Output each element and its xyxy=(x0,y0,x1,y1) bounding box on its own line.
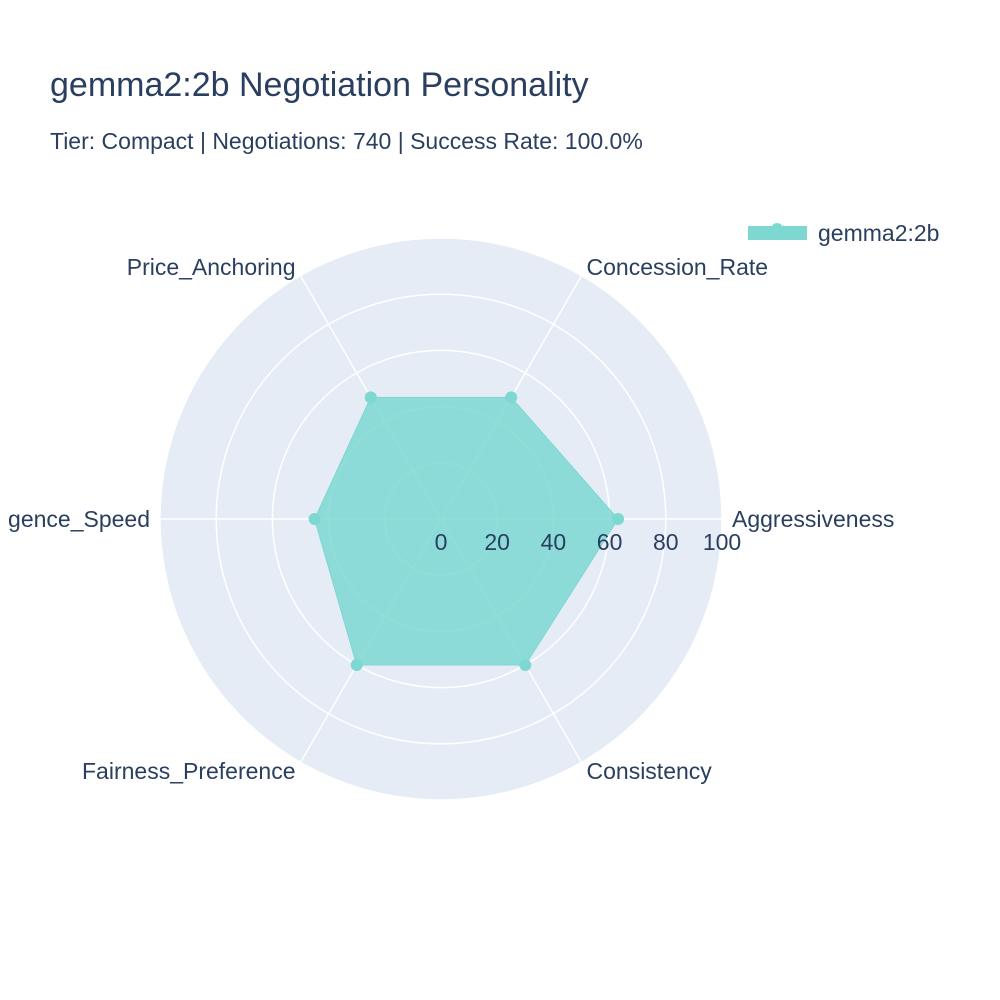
angular-labels: Aggressiveness Concession_Rate Price_Ancho… xyxy=(8,254,894,784)
axis-label: Aggressiveness xyxy=(732,506,894,532)
chart-subtitle: Tier: Compact | Negotiations: 740 | Succ… xyxy=(50,128,643,154)
axis-label: Fairness_Preference xyxy=(82,758,296,784)
axis-label: Concession_Rate xyxy=(587,254,769,280)
radial-tick-label: 0 xyxy=(435,529,448,555)
radial-tick-label: 40 xyxy=(541,529,567,555)
radial-tick-label: 20 xyxy=(484,529,510,555)
radial-tick-label: 100 xyxy=(703,529,741,555)
data-point-marker xyxy=(308,513,321,525)
legend-marker xyxy=(771,223,783,235)
axis-label: Consistency xyxy=(587,758,713,784)
data-point-marker xyxy=(364,391,377,404)
data-point-marker xyxy=(612,513,625,525)
axis-label: Price_Anchoring xyxy=(127,254,296,280)
data-point-marker xyxy=(519,659,532,672)
legend[interactable]: gemma2:2b xyxy=(748,220,939,246)
radial-tick-label: 80 xyxy=(653,529,679,555)
data-point-marker xyxy=(505,391,518,404)
radial-ticks: 0 20 40 60 80 100 xyxy=(435,529,742,555)
legend-label: gemma2:2b xyxy=(818,220,939,246)
chart-title: gemma2:2b Negotiation Personality xyxy=(50,66,589,104)
radial-tick-label: 60 xyxy=(597,529,623,555)
data-point-marker xyxy=(350,659,363,672)
axis-label: gence_Speed xyxy=(8,506,150,532)
series-layer xyxy=(308,391,625,672)
